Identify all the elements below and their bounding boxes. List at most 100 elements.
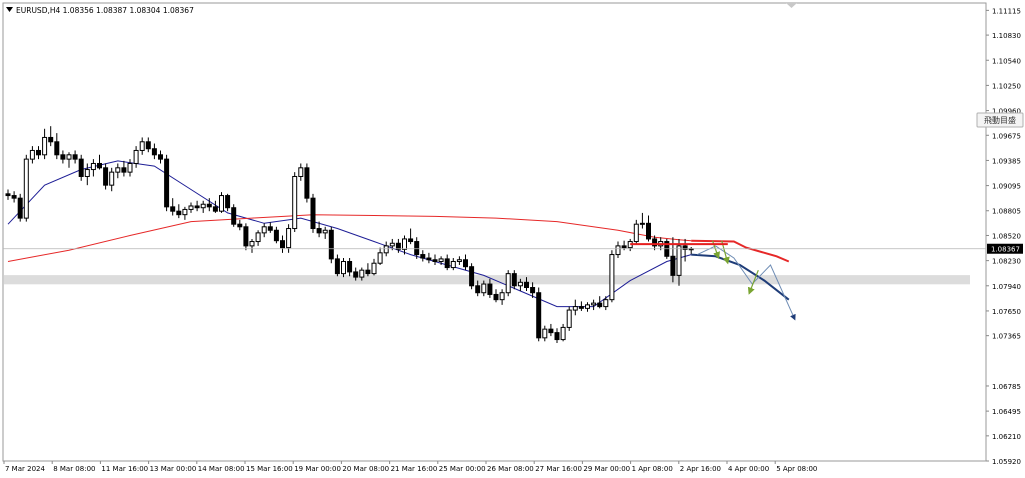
- candle-body-bear: [347, 260, 353, 273]
- candle: [164, 154, 170, 212]
- candle: [66, 152, 72, 168]
- candle: [456, 256, 462, 265]
- candle-body-bear: [524, 281, 529, 289]
- x-tick-label: 26 Mar 08:00: [487, 465, 534, 473]
- y-tick-label: 1.06210: [992, 433, 1021, 441]
- candle-body-bull: [255, 232, 261, 243]
- candle: [585, 302, 590, 312]
- candle-body-bull: [84, 169, 90, 177]
- x-tick-label: 13 Mar 00:00: [150, 465, 197, 473]
- y-tick-label: 1.08805: [992, 208, 1021, 216]
- candle: [97, 154, 102, 170]
- candle: [578, 301, 584, 311]
- candle-body-bear: [316, 228, 322, 234]
- candle-body-bull: [298, 167, 304, 177]
- shift-marker-icon[interactable]: [786, 3, 797, 8]
- candle: [36, 146, 41, 160]
- candle-body-bear: [243, 226, 249, 247]
- candle-body-bull: [438, 258, 444, 262]
- candle: [408, 228, 414, 245]
- candle-body-bear: [78, 158, 84, 177]
- candle: [597, 296, 603, 309]
- candle-body-bear: [469, 266, 475, 287]
- x-tick-label: 21 Mar 16:00: [391, 465, 438, 473]
- candle: [225, 193, 231, 212]
- candle: [316, 221, 322, 238]
- candle: [469, 263, 475, 290]
- candle-body-bear: [280, 240, 285, 249]
- candle: [267, 222, 273, 233]
- candle: [158, 150, 163, 164]
- candle: [286, 224, 292, 253]
- candle-body-bull: [560, 326, 566, 341]
- candle-body-bear: [206, 203, 212, 208]
- candle: [377, 247, 383, 265]
- candle-body-bull: [42, 136, 48, 156]
- candle-body-bull: [585, 304, 590, 309]
- candle: [292, 172, 298, 232]
- candle-body-bull: [456, 259, 462, 262]
- candle: [78, 154, 84, 181]
- candle-body-bear: [97, 162, 102, 169]
- candle: [395, 238, 401, 253]
- y-tick-label: 1.09960: [992, 108, 1021, 116]
- x-tick-label: 2 Apr 16:00: [680, 465, 721, 473]
- plot-area[interactable]: [2, 2, 987, 462]
- candle-body-bear: [328, 229, 334, 260]
- candle: [530, 282, 536, 298]
- candle-body-bull: [402, 238, 407, 250]
- y-tick-label: 1.08230: [992, 258, 1021, 266]
- candle-body-bear: [487, 283, 493, 295]
- candle: [682, 238, 688, 262]
- scenario-arrow[interactable]: [747, 269, 759, 295]
- y-tick-label: 1.11115: [992, 7, 1021, 15]
- candle-body-bear: [237, 223, 243, 228]
- candle-body-bull: [377, 252, 383, 264]
- candle-body-bear: [475, 285, 481, 294]
- candle-body-bull: [66, 154, 72, 160]
- candle-body-bear: [225, 195, 231, 209]
- candle-body-bull: [127, 162, 133, 173]
- candle-body-bull: [182, 208, 188, 216]
- candle-body-bear: [511, 273, 517, 287]
- candle-body-bull: [615, 245, 621, 256]
- candle: [103, 163, 109, 190]
- fixed-scale-button[interactable]: [976, 112, 1024, 128]
- slow-ma-projection: [691, 239, 790, 263]
- candle: [310, 193, 316, 233]
- candle-body-bull: [481, 283, 487, 294]
- candle-body-bear: [212, 206, 218, 212]
- candle-body-bull: [389, 242, 395, 247]
- candle: [347, 258, 353, 277]
- candle: [280, 235, 285, 253]
- candle-body-bear: [493, 293, 499, 301]
- scenario-path[interactable]: [697, 245, 796, 321]
- candle: [231, 204, 237, 227]
- candle-body-bear: [365, 269, 371, 275]
- candle: [603, 296, 609, 311]
- x-tick-label: 15 Mar 16:00: [246, 465, 293, 473]
- candle: [23, 154, 29, 222]
- symbol-dropdown-icon[interactable]: [6, 7, 13, 12]
- candle: [542, 325, 548, 342]
- candle: [615, 241, 621, 259]
- candle: [133, 146, 139, 168]
- candle-body-bull: [322, 229, 328, 234]
- candle-body-bear: [670, 255, 676, 276]
- candle: [298, 163, 304, 181]
- x-tick-label: 14 Mar 08:00: [198, 465, 245, 473]
- candle: [487, 278, 493, 298]
- candle-body-bull: [639, 222, 645, 225]
- candle-body-bull: [115, 167, 121, 173]
- current-price-tag-label: 1.08367: [991, 246, 1020, 254]
- candle-body-bear: [145, 141, 151, 150]
- candle: [304, 163, 310, 203]
- candle-body-bear: [621, 245, 627, 249]
- candle-body-bull: [359, 269, 365, 278]
- candle: [511, 270, 517, 290]
- x-tick-label: 1 Apr 08:00: [632, 465, 673, 473]
- candle-body-bear: [194, 205, 200, 209]
- candle-body-bull: [572, 306, 578, 311]
